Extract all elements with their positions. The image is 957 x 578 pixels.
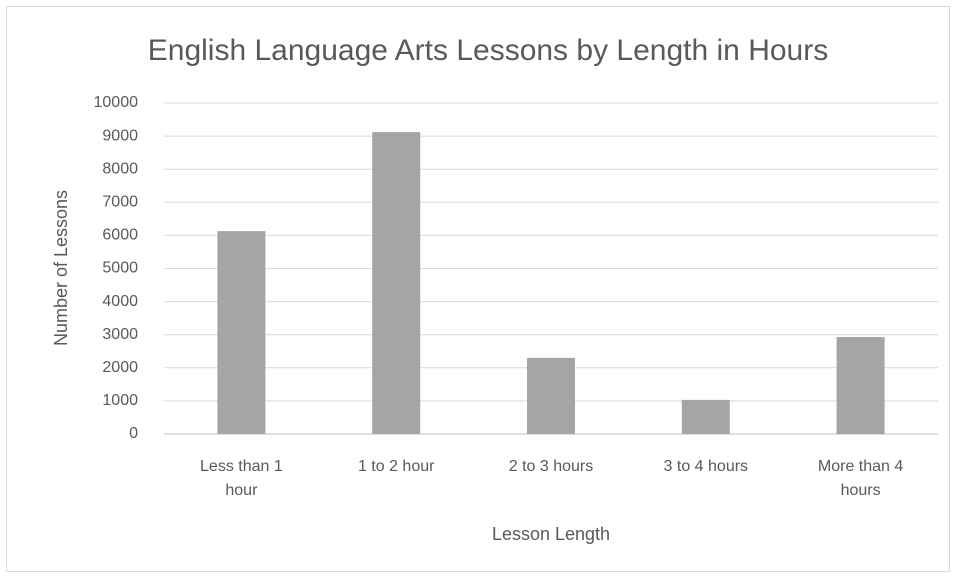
y-tick-label: 5000 — [102, 260, 138, 277]
bar — [681, 399, 730, 434]
x-tick-label: 1 to 2 hour — [358, 458, 435, 475]
y-tick-label: 7000 — [102, 194, 138, 211]
y-tick-label: 4000 — [102, 293, 138, 310]
x-tick-label: More than 4 hours — [818, 458, 903, 499]
chart-border — [6, 6, 950, 572]
x-tick-label: Less than 1 hour — [200, 458, 283, 499]
y-tick-label: 2000 — [102, 359, 138, 376]
x-axis-title: Lesson Length — [492, 524, 610, 544]
y-axis-title: Number of Lessons — [51, 190, 71, 346]
y-tick-label: 1000 — [102, 392, 138, 409]
bar — [372, 132, 421, 435]
y-tick-label: 6000 — [102, 227, 138, 244]
x-tick-label: 3 to 4 hours — [664, 458, 749, 475]
bar — [836, 337, 885, 434]
y-tick-label: 0 — [129, 425, 138, 442]
bar — [527, 357, 575, 434]
y-tick-label: 8000 — [102, 160, 138, 177]
y-tick-label: 3000 — [102, 326, 138, 343]
y-tick-label: 10000 — [94, 94, 139, 111]
y-tick-label: 9000 — [102, 127, 138, 144]
x-tick-label: 2 to 3 hours — [509, 458, 594, 475]
bar — [217, 231, 266, 434]
chart-title: English Language Arts Lessons by Length … — [148, 34, 828, 67]
